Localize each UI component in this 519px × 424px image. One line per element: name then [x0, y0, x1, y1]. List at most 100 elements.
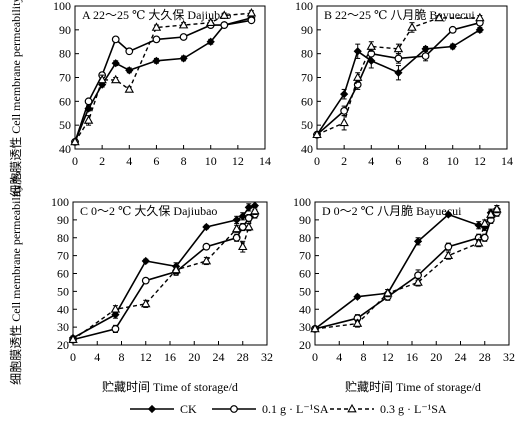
data-point	[448, 42, 457, 51]
y-tick-label: 70	[59, 71, 71, 85]
data-point	[141, 276, 150, 285]
data-point	[246, 8, 257, 17]
x-tick-label: 0	[70, 350, 76, 364]
y-tick-label: 100	[51, 195, 69, 209]
data-point	[178, 19, 189, 29]
x-tick-label: 6	[153, 154, 159, 168]
data-point	[141, 298, 151, 308]
x-tick-label: 8	[361, 350, 367, 364]
data-point	[434, 12, 444, 22]
y-tick-label: 80	[57, 231, 69, 245]
data-point	[448, 25, 457, 34]
chart-panel-a: 40 50 60 70 80 90 100 0 2 4 6 8 10 12 14 A 22～25 ℃ 大久保 …	[53, 0, 271, 168]
data-point	[492, 204, 502, 213]
data-point	[111, 35, 120, 44]
data-point	[201, 255, 212, 265]
data-point	[238, 212, 247, 221]
legend-marker	[147, 404, 157, 414]
data-point	[179, 54, 188, 63]
x-tick-label: 16	[164, 350, 176, 364]
y-tick-label: 40	[299, 302, 311, 316]
x-tick-label: 20	[430, 350, 442, 364]
xlabel-right: 贮藏时间 Time of storage/d	[345, 379, 481, 394]
legend-label: 0.3 g · L⁻¹SA	[380, 402, 447, 416]
x-tick-label: 24	[455, 350, 467, 364]
x-tick-label: 10	[205, 154, 217, 168]
legend-item-sa-0-1: 0.1 g · L⁻¹SA	[212, 402, 329, 416]
x-tick-label: 6	[395, 154, 401, 168]
data-point	[475, 25, 484, 34]
y-tick-label: 50	[57, 284, 69, 298]
data-point	[480, 233, 489, 242]
x-tick-label: 2	[341, 154, 347, 168]
data-point	[205, 17, 216, 27]
data-point	[352, 318, 363, 327]
y-tick-label: 90	[301, 23, 313, 37]
data-point	[202, 242, 211, 251]
y-tick-label: 50	[299, 284, 311, 298]
y-tick-label: 40	[59, 142, 71, 156]
data-point	[220, 21, 229, 29]
data-point	[141, 256, 150, 266]
data-point	[124, 84, 135, 93]
y-tick-label: 60	[57, 267, 69, 281]
data-point	[152, 35, 161, 44]
data-point	[247, 16, 256, 25]
xlabel-left: 贮藏时间 Time of storage/d	[102, 379, 238, 394]
series-line	[74, 17, 252, 143]
y-tick-label: 30	[299, 320, 311, 334]
series-line	[74, 19, 252, 143]
data-point	[83, 115, 94, 124]
panel-title: C 0～2 ℃ 大久保 Dajiubao	[80, 204, 217, 218]
data-point	[353, 292, 362, 301]
data-point	[413, 277, 423, 286]
chart-panel-d: 20 30 40 50 60 70 80 90 100 0 4 8 12 16 20 24 28 32 D 0～2 …	[293, 195, 515, 364]
legend: CK 0.1 g · L⁻¹SA 0.3 g · L⁻¹SA	[130, 402, 447, 416]
x-tick-label: 32	[503, 350, 515, 364]
y-tick-label: 70	[57, 249, 69, 263]
data-point	[125, 47, 134, 56]
data-point	[421, 52, 430, 60]
panel-title: D 0～2 ℃ 八月脆 Bayuecui	[322, 203, 462, 218]
panel-title: A 22～25 ℃ 大久保 Dajiubao	[82, 8, 231, 22]
data-point	[110, 304, 121, 313]
data-point	[383, 288, 393, 297]
data-point	[475, 12, 485, 22]
data-point	[353, 47, 362, 56]
data-point	[125, 66, 134, 75]
x-tick-label: 8	[181, 154, 187, 168]
y-tick-label: 50	[59, 118, 71, 132]
legend-item-sa-0-3: 0.3 g · L⁻¹SA	[330, 402, 447, 416]
data-point	[244, 203, 253, 212]
data-point	[219, 10, 230, 19]
x-tick-label: 0	[314, 154, 320, 168]
data-point	[179, 33, 188, 41]
data-point	[444, 210, 453, 219]
series-sa-0-3	[68, 205, 260, 343]
data-point	[413, 237, 423, 246]
x-tick-label: 4	[126, 154, 132, 168]
legend-label: CK	[180, 402, 197, 416]
y-tick-label: 70	[301, 71, 313, 85]
x-tick-label: 12	[382, 350, 394, 364]
ylabel-upper: 细胞膜透性 Cell membrane permeability/%	[9, 0, 23, 197]
ylabel-lower: 细胞膜透性 Cell membrane permeability/%	[9, 171, 23, 385]
x-tick-label: 12	[232, 154, 244, 168]
data-point	[310, 323, 320, 333]
y-tick-label: 80	[59, 47, 71, 61]
data-point	[394, 68, 403, 77]
x-tick-label: 12	[140, 350, 152, 364]
series-sa-0-3	[312, 12, 485, 139]
x-tick-label: 14	[259, 154, 271, 168]
data-point	[312, 129, 322, 139]
y-tick-label: 100	[53, 0, 71, 13]
series-sa-0-3	[70, 8, 257, 146]
data-point	[68, 334, 78, 343]
panel-title: B 22～25 ℃ 八月脆 Bayuecui	[324, 7, 475, 22]
data-point	[238, 241, 248, 251]
data-point	[111, 325, 120, 333]
x-tick-label: 4	[368, 154, 374, 168]
x-tick-label: 24	[213, 350, 225, 364]
data-point	[480, 218, 490, 227]
